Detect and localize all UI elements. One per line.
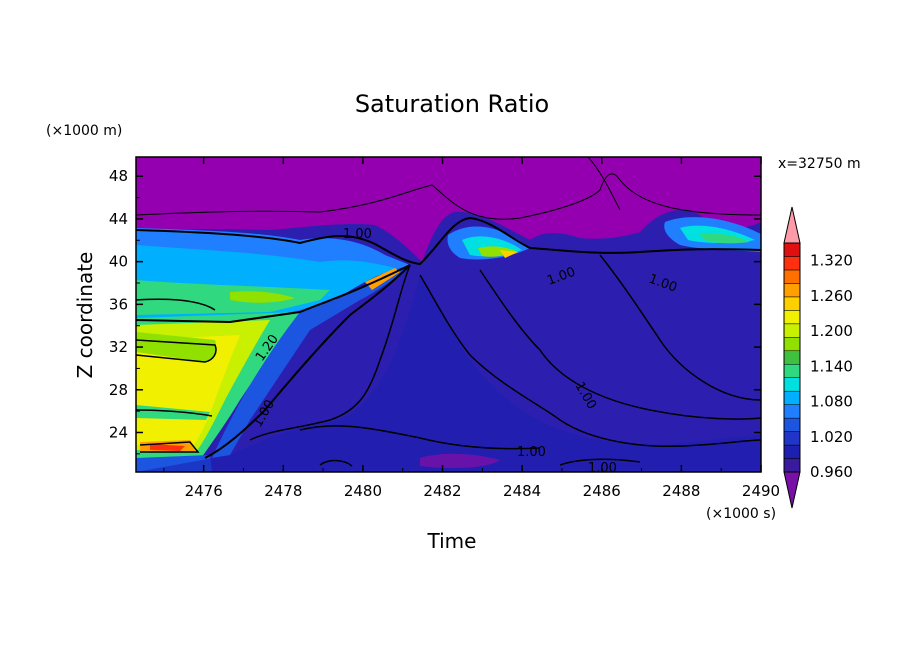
colorbar-bin xyxy=(783,242,801,257)
contour-label: 1.00 xyxy=(343,227,372,242)
x-tick-label: 2476 xyxy=(185,482,223,500)
x-tick-label: 2480 xyxy=(344,482,382,500)
colorbar-bin xyxy=(783,337,801,352)
colorbar: 0.960 1.020 1.080 1.140 1.200 1.260 1.320 xyxy=(783,206,853,509)
colorbar-label: 1.140 xyxy=(810,357,853,375)
colorbar-bin xyxy=(783,458,801,473)
x-axis: 2476 2478 2480 2482 2484 2486 2488 2490 xyxy=(163,157,780,500)
contour-label: 1.00 xyxy=(517,445,546,460)
x-tick-label: 2486 xyxy=(583,482,621,500)
plot-frame xyxy=(135,156,762,473)
x-tick-label: 2482 xyxy=(423,482,461,500)
y-tick-label: 40 xyxy=(109,253,128,271)
colorbar-bin xyxy=(783,417,801,432)
y-tick-label: 24 xyxy=(109,423,128,441)
colorbar-extend-low xyxy=(783,471,801,509)
colorbar-extend-high xyxy=(783,206,801,244)
colorbar-bin xyxy=(783,269,801,284)
y-scale-label: (×1000 m) xyxy=(46,123,122,139)
x-tick-label: 2488 xyxy=(662,482,700,500)
y-axis: 24 28 32 36 40 44 48 xyxy=(109,167,761,455)
colorbar-bin xyxy=(783,310,801,325)
y-tick-label: 48 xyxy=(109,167,128,185)
chart-subtitle: x=32750 m xyxy=(778,156,861,172)
colorbar-bin xyxy=(783,283,801,298)
y-tick-label: 36 xyxy=(109,295,128,313)
x-axis-title: Time xyxy=(427,529,477,553)
colorbar-bin xyxy=(783,256,801,271)
x-scale-label: (×1000 s) xyxy=(706,506,776,522)
colorbar-bin xyxy=(783,296,801,311)
contour-field xyxy=(136,157,761,472)
colorbar-label: 1.260 xyxy=(810,287,853,305)
colorbar-label: 1.020 xyxy=(810,428,853,446)
colorbar-label: 1.080 xyxy=(810,393,853,411)
y-tick-label: 32 xyxy=(109,338,128,356)
x-tick-label: 2490 xyxy=(742,482,780,500)
colorbar-frame xyxy=(783,242,801,473)
chart-title: Saturation Ratio xyxy=(355,90,549,118)
y-tick-label: 28 xyxy=(109,381,128,399)
x-tick-label: 2484 xyxy=(503,482,541,500)
colorbar-bin xyxy=(783,390,801,405)
y-tick-label: 44 xyxy=(109,210,128,228)
colorbar-label: 0.960 xyxy=(810,463,853,481)
colorbar-bin xyxy=(783,377,801,392)
x-tick-label: 2478 xyxy=(264,482,302,500)
contour-lines xyxy=(136,157,761,467)
colorbar-label: 1.320 xyxy=(810,252,853,270)
colorbar-bin xyxy=(783,350,801,365)
colorbar-bin xyxy=(783,431,801,446)
colorbar-bin xyxy=(783,363,801,378)
colorbar-bin xyxy=(783,323,801,338)
colorbar-bin xyxy=(783,444,801,459)
colorbar-bin xyxy=(783,404,801,419)
y-axis-title: Z coordinate xyxy=(73,252,97,379)
colorbar-label: 1.200 xyxy=(810,322,853,340)
